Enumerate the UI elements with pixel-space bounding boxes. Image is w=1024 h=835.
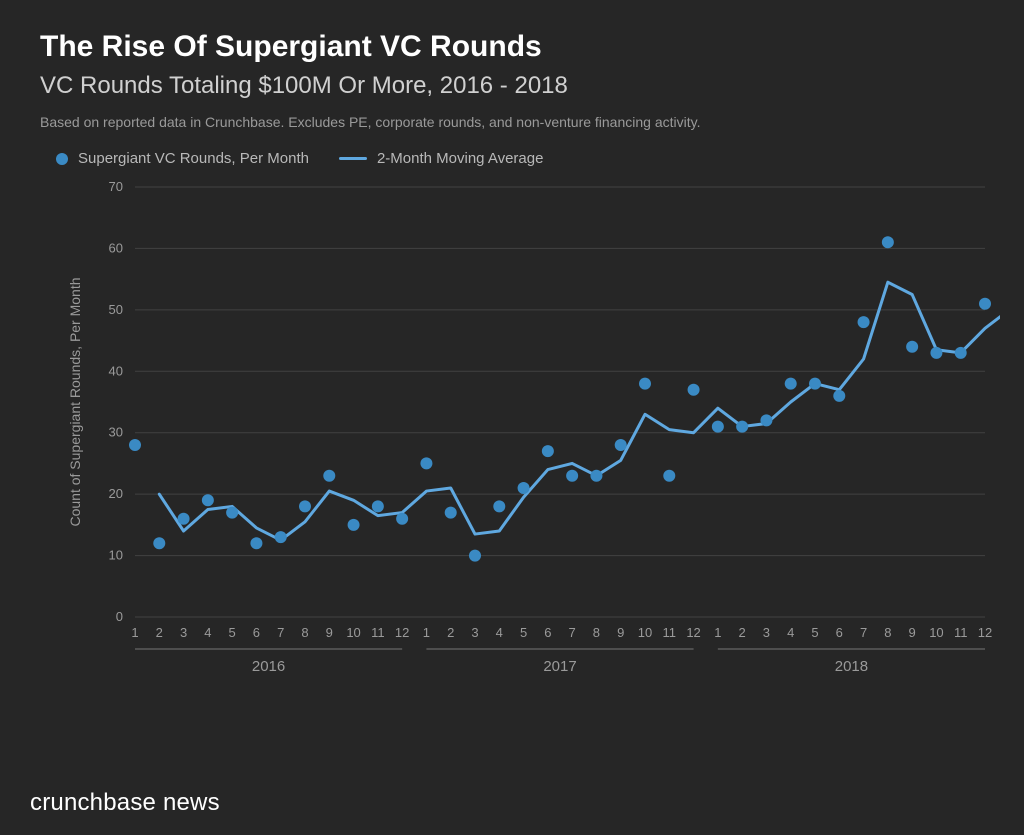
chart-area: 0 10 20 30 40 50 60 70 Count of Supergiant Round… <box>40 177 984 717</box>
svg-text:9: 9 <box>617 625 624 640</box>
svg-text:9: 9 <box>326 625 333 640</box>
svg-text:40: 40 <box>109 363 123 378</box>
svg-text:50: 50 <box>109 302 123 317</box>
legend-line-label: 2-Month Moving Average <box>377 150 544 167</box>
chart-svg: 0 10 20 30 40 50 60 70 Count of Supergiant Round… <box>40 177 1000 717</box>
svg-text:8: 8 <box>884 625 891 640</box>
legend-item-scatter: Supergiant VC Rounds, Per Month <box>56 150 309 167</box>
svg-text:8: 8 <box>301 625 308 640</box>
svg-text:2: 2 <box>447 625 454 640</box>
svg-text:4: 4 <box>787 625 794 640</box>
svg-text:2018: 2018 <box>835 658 868 675</box>
svg-text:60: 60 <box>109 240 123 255</box>
svg-text:9: 9 <box>909 625 916 640</box>
svg-text:7: 7 <box>569 625 576 640</box>
svg-text:Count of Supergiant Rounds, Pe: Count of Supergiant Rounds, Per Month <box>67 277 83 526</box>
svg-text:30: 30 <box>109 425 123 440</box>
svg-text:5: 5 <box>811 625 818 640</box>
svg-text:5: 5 <box>520 625 527 640</box>
svg-text:6: 6 <box>253 625 260 640</box>
svg-text:12: 12 <box>686 625 700 640</box>
svg-text:11: 11 <box>954 625 968 640</box>
svg-text:6: 6 <box>836 625 843 640</box>
svg-text:3: 3 <box>180 625 187 640</box>
chart-caption: Based on reported data in Crunchbase. Ex… <box>40 114 984 130</box>
svg-text:2017: 2017 <box>543 658 576 675</box>
svg-text:2: 2 <box>156 625 163 640</box>
svg-text:0: 0 <box>116 609 123 624</box>
svg-text:1: 1 <box>131 625 138 640</box>
svg-text:12: 12 <box>395 625 409 640</box>
svg-text:4: 4 <box>204 625 211 640</box>
svg-text:6: 6 <box>544 625 551 640</box>
svg-text:5: 5 <box>229 625 236 640</box>
footer-brand: crunchbase news <box>30 789 220 817</box>
svg-text:11: 11 <box>371 625 385 640</box>
svg-text:1: 1 <box>423 625 430 640</box>
svg-text:20: 20 <box>109 486 123 501</box>
legend-scatter-label: Supergiant VC Rounds, Per Month <box>78 150 309 167</box>
svg-text:3: 3 <box>763 625 770 640</box>
svg-text:4: 4 <box>496 625 503 640</box>
legend-item-line: 2-Month Moving Average <box>339 150 544 167</box>
svg-text:1: 1 <box>714 625 721 640</box>
svg-text:10: 10 <box>638 625 652 640</box>
svg-text:10: 10 <box>346 625 360 640</box>
svg-text:8: 8 <box>593 625 600 640</box>
svg-text:7: 7 <box>277 625 284 640</box>
svg-text:11: 11 <box>663 625 677 640</box>
legend-line-icon <box>339 157 367 160</box>
svg-text:70: 70 <box>109 179 123 194</box>
svg-text:2: 2 <box>739 625 746 640</box>
svg-text:10: 10 <box>929 625 943 640</box>
legend: Supergiant VC Rounds, Per Month 2-Month … <box>40 150 984 167</box>
svg-text:10: 10 <box>109 548 123 563</box>
chart-title: The Rise Of Supergiant VC Rounds <box>40 30 984 64</box>
svg-text:3: 3 <box>471 625 478 640</box>
svg-text:2016: 2016 <box>252 658 285 675</box>
svg-text:7: 7 <box>860 625 867 640</box>
legend-dot-icon <box>56 153 68 165</box>
svg-text:12: 12 <box>978 625 992 640</box>
chart-subtitle: VC Rounds Totaling $100M Or More, 2016 -… <box>40 72 984 100</box>
